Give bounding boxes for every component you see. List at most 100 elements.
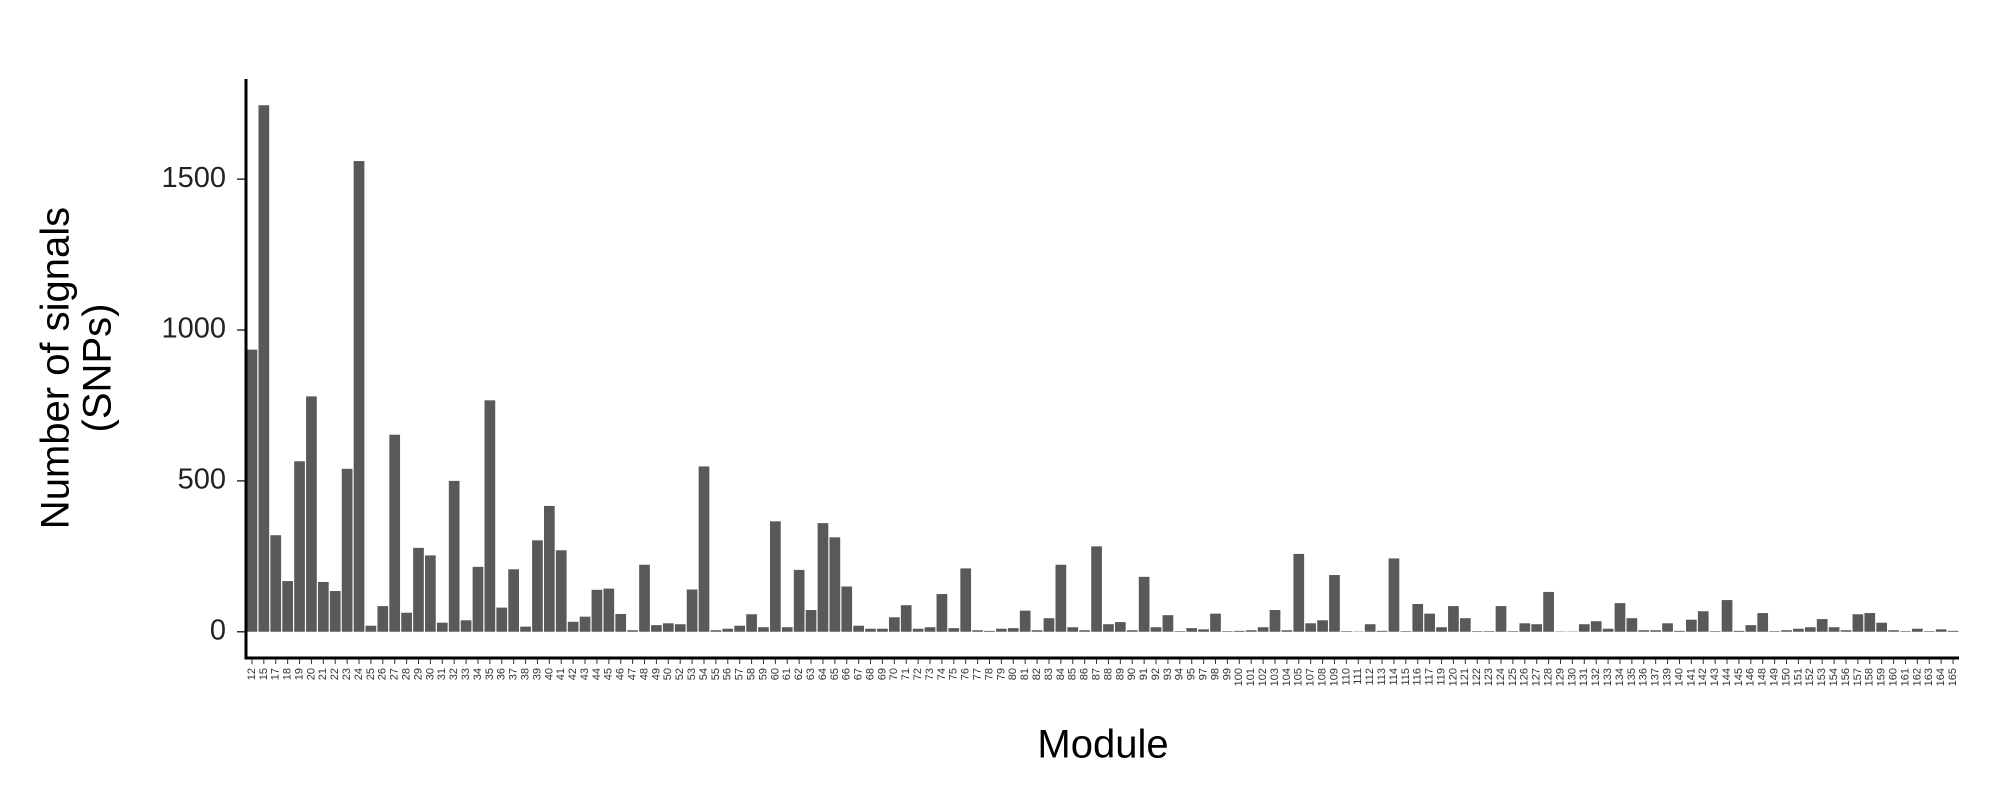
x-tick-label: 137 xyxy=(1650,668,1662,686)
x-tick-label: 145 xyxy=(1733,668,1745,686)
x-tick-label: 158 xyxy=(1864,668,1876,686)
bar xyxy=(1317,620,1328,632)
x-tick-label: 94 xyxy=(1174,668,1186,680)
x-tick-label: 22 xyxy=(329,668,341,680)
bar xyxy=(1781,630,1792,632)
bar xyxy=(353,161,365,632)
bar xyxy=(1626,618,1638,632)
bar xyxy=(1697,611,1709,632)
x-tick-label: 43 xyxy=(579,668,591,680)
x-tick-label: 128 xyxy=(1543,668,1555,686)
bar xyxy=(484,400,496,632)
x-tick-label: 164 xyxy=(1935,668,1947,686)
bar xyxy=(579,616,591,632)
x-tick-label: 132 xyxy=(1590,668,1602,686)
x-tick-label: 119 xyxy=(1435,668,1447,686)
x-tick-label: 151 xyxy=(1792,668,1804,686)
bar xyxy=(1947,630,1959,632)
x-tick-label: 143 xyxy=(1709,668,1721,686)
bar xyxy=(1935,629,1947,632)
bar xyxy=(1269,610,1281,632)
bar xyxy=(781,627,793,632)
x-tick-label: 150 xyxy=(1780,668,1792,686)
x-tick-label: 99 xyxy=(1221,668,1233,680)
x-tick-label: 153 xyxy=(1816,668,1828,686)
bar xyxy=(1341,631,1352,632)
bar xyxy=(924,627,936,632)
bar xyxy=(1448,606,1459,632)
x-tick-label: 59 xyxy=(757,668,769,680)
bar xyxy=(543,505,555,632)
bar xyxy=(365,625,377,632)
x-tick-label: 159 xyxy=(1876,668,1888,686)
x-tick-label: 123 xyxy=(1483,668,1495,686)
x-tick-label: 89 xyxy=(1114,668,1126,680)
x-tick-label: 29 xyxy=(412,668,424,680)
bar xyxy=(1174,631,1186,632)
bar xyxy=(520,626,531,632)
x-tick-label: 44 xyxy=(591,668,603,680)
bar xyxy=(1114,622,1126,632)
bar xyxy=(1198,629,1209,632)
x-tick-label: 152 xyxy=(1804,668,1816,686)
x-tick-label: 31 xyxy=(436,668,448,680)
x-tick-label: 32 xyxy=(448,668,460,680)
bar xyxy=(460,620,472,632)
bar xyxy=(1388,558,1400,632)
bar xyxy=(496,607,508,632)
y-axis-title: (SNPs) xyxy=(76,304,120,433)
x-tick-label: 160 xyxy=(1887,668,1899,686)
bar xyxy=(1733,630,1745,632)
x-tick-label: 35 xyxy=(484,668,496,680)
y-tick-label: 0 xyxy=(210,614,226,646)
bar xyxy=(317,581,329,632)
x-tick-label: 60 xyxy=(769,668,781,680)
bar xyxy=(1709,631,1721,632)
x-tick-label: 135 xyxy=(1626,668,1638,686)
bar xyxy=(793,569,805,632)
x-tick-label: 56 xyxy=(722,668,734,680)
bar xyxy=(639,564,650,632)
x-tick-label: 50 xyxy=(662,668,674,680)
x-tick-label: 114 xyxy=(1388,668,1400,686)
x-tick-label: 37 xyxy=(508,668,520,680)
x-tick-label: 61 xyxy=(781,668,793,680)
bar xyxy=(591,589,603,632)
x-tick-label: 149 xyxy=(1769,668,1781,686)
x-tick-label: 67 xyxy=(853,668,865,680)
bar xyxy=(936,594,948,632)
bar xyxy=(1495,606,1507,632)
bar xyxy=(1103,624,1114,632)
bar xyxy=(306,396,317,632)
bar xyxy=(1614,603,1626,632)
x-tick-label: 53 xyxy=(686,668,698,680)
bar xyxy=(960,568,972,632)
bar xyxy=(329,591,341,632)
x-tick-label: 27 xyxy=(389,668,401,680)
x-tick-label: 36 xyxy=(496,668,508,680)
bar xyxy=(1162,615,1174,632)
x-tick-label: 95 xyxy=(1186,668,1198,680)
x-tick-label: 121 xyxy=(1459,668,1471,686)
x-tick-label: 83 xyxy=(1043,668,1055,680)
x-tick-label: 69 xyxy=(876,668,888,680)
x-tick-label: 48 xyxy=(638,668,650,680)
bar xyxy=(865,628,876,632)
x-tick-label: 71 xyxy=(900,668,912,680)
bar xyxy=(1210,613,1221,632)
bar xyxy=(1674,630,1685,632)
x-tick-label: 62 xyxy=(793,668,805,680)
bar xyxy=(1840,630,1852,632)
bar xyxy=(567,621,579,632)
bar xyxy=(888,617,900,632)
x-tick-label: 78 xyxy=(983,668,995,680)
bar xyxy=(1091,546,1102,632)
bar xyxy=(1186,628,1198,632)
x-tick-label: 42 xyxy=(567,668,579,680)
bar xyxy=(1912,628,1923,632)
x-tick-label: 19 xyxy=(293,668,305,680)
x-tick-label: 116 xyxy=(1412,668,1424,686)
x-tick-label: 165 xyxy=(1947,668,1959,686)
bar xyxy=(425,555,436,632)
